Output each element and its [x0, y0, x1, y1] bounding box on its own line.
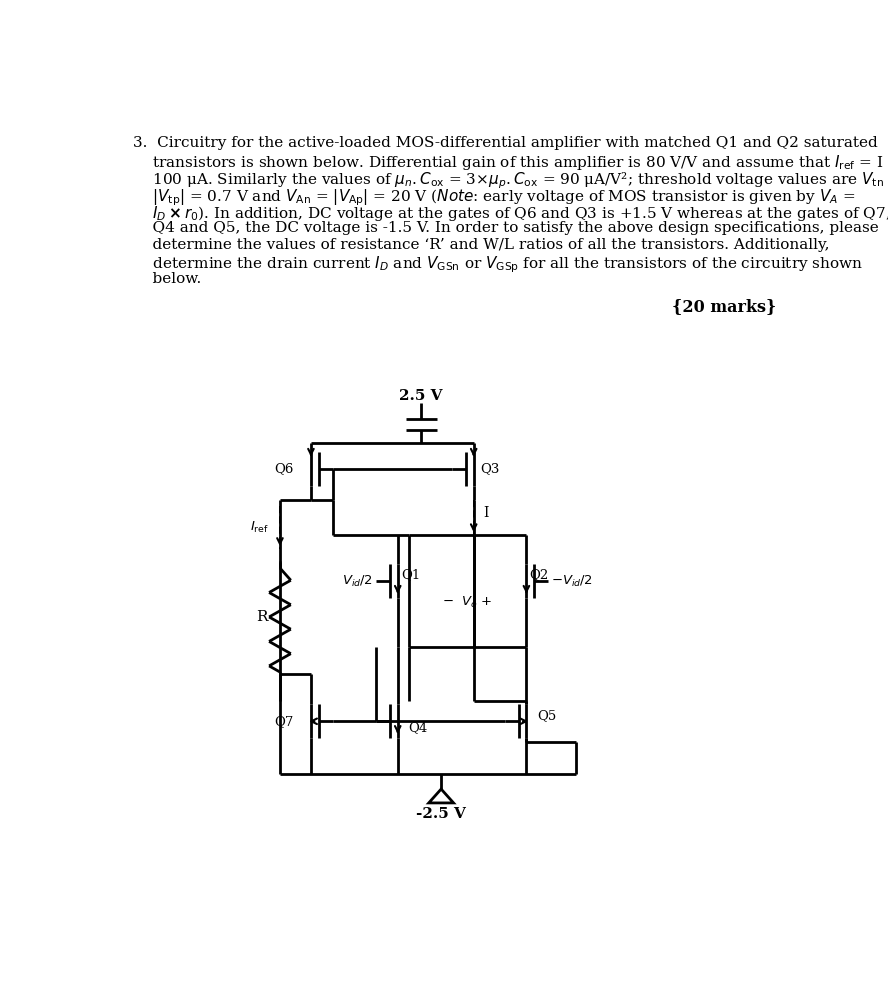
Text: $-V_{id}/2$: $-V_{id}/2$: [551, 574, 593, 589]
Text: 100 μA. Similarly the values of $\mu_n.C_{\mathrm{ox}}$ = 3×$\mu_p.C_{\mathrm{ox: 100 μA. Similarly the values of $\mu_n.C…: [132, 170, 888, 191]
Text: 3.  Circuitry for the active-loaded MOS-differential amplifier with matched Q1 a: 3. Circuitry for the active-loaded MOS-d…: [132, 136, 877, 150]
Text: $\boldsymbol{I_D\times r_0}$). In addition, DC voltage at the gates of Q6 and Q3: $\boldsymbol{I_D\times r_0}$). In additi…: [132, 204, 888, 222]
Text: I: I: [483, 506, 488, 520]
Text: Q1: Q1: [400, 569, 420, 582]
Text: Q3: Q3: [480, 462, 499, 476]
Text: Q4: Q4: [408, 721, 428, 734]
Text: Q6: Q6: [274, 462, 294, 476]
Text: Q7: Q7: [274, 715, 294, 728]
Text: R: R: [256, 610, 267, 624]
Text: Q5: Q5: [537, 709, 557, 722]
Text: $-$  $V_o$ $+$: $-$ $V_o$ $+$: [442, 595, 493, 610]
Text: determine the drain current $I_D$ and $V_{\mathrm{GSn}}$ or $V_{\mathrm{GSp}}$ f: determine the drain current $I_D$ and $V…: [132, 254, 863, 275]
Text: $I_{\mathrm{ref}}$: $I_{\mathrm{ref}}$: [250, 519, 269, 535]
Text: Q4 and Q5, the DC voltage is -1.5 V. In order to satisfy the above design specif: Q4 and Q5, the DC voltage is -1.5 V. In …: [132, 220, 878, 234]
Text: below.: below.: [132, 272, 201, 286]
Text: 2.5 V: 2.5 V: [400, 389, 443, 403]
Text: $V_{id}/2$: $V_{id}/2$: [342, 574, 373, 589]
Text: $|V_{\mathrm{tp}}|$ = 0.7 V and $V_{\mathrm{An}}$ = $|V_{\mathrm{Ap}}|$ = 20 V (: $|V_{\mathrm{tp}}|$ = 0.7 V and $V_{\mat…: [132, 187, 855, 208]
Text: Q2: Q2: [529, 569, 549, 582]
Text: determine the values of resistance ‘R’ and W/L ratios of all the transistors. Ad: determine the values of resistance ‘R’ a…: [132, 237, 829, 252]
Text: transistors is shown below. Differential gain of this amplifier is 80 V/V and as: transistors is shown below. Differential…: [132, 153, 888, 172]
Text: -2.5 V: -2.5 V: [416, 806, 466, 820]
Text: {20 marks}: {20 marks}: [671, 298, 776, 315]
